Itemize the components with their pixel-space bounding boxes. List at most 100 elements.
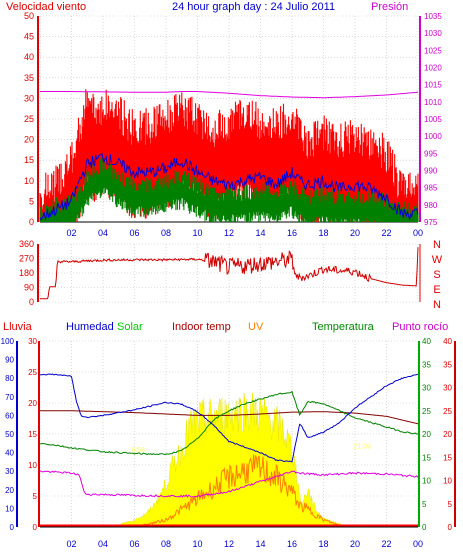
wind-average-series	[39, 157, 419, 222]
x-tick-label: 08	[161, 539, 171, 549]
humidity-tick-label: 70	[5, 393, 14, 402]
dew-point-axis-label: Punto rocío	[392, 321, 448, 333]
dew-tick-label: 25	[443, 407, 452, 416]
x-tick-label: 20	[350, 228, 360, 238]
wind-axis-label: Velocidad viento	[6, 1, 86, 13]
dew-tick-label: 40	[443, 337, 452, 346]
y-tick-label: 35	[24, 73, 34, 83]
solar-series	[40, 392, 418, 528]
y-tick-label: 20	[24, 135, 34, 145]
compass-label: E	[433, 284, 440, 296]
humidity-tick-label: 50	[5, 430, 14, 439]
y-right-tick-label: 1010	[424, 98, 442, 107]
y-right-tick-label: 1035	[424, 12, 442, 21]
rain-tick-label: 10	[28, 461, 37, 470]
pressure-series	[40, 91, 419, 99]
temperature-tick-label: 15	[422, 453, 431, 462]
indoor-temp-label: Indoor temp	[172, 321, 231, 333]
rain-tick-label: 5	[33, 492, 38, 501]
compass-label: W	[432, 254, 443, 266]
x-tick-label: 06	[129, 539, 139, 549]
temperature-series	[39, 390, 419, 456]
y-tick-label: 15	[24, 155, 34, 165]
x-tick-label: 18	[318, 539, 328, 549]
y-right-tick-label: 985	[424, 184, 438, 193]
y-tick-label: 30	[24, 93, 34, 103]
x-tick-label: 22	[381, 539, 391, 549]
uv-label: UV	[248, 321, 264, 333]
x-tick-label: 12	[224, 228, 234, 238]
humidity-tick-label: 80	[5, 374, 14, 383]
humidity-tick-label: 40	[5, 449, 14, 458]
y-right-tick-label: 1025	[424, 46, 442, 55]
direction-tick-label: 270	[19, 254, 34, 264]
dew-point-series	[39, 470, 419, 498]
x-tick-label: 04	[98, 539, 108, 549]
humidity-tick-label: 30	[5, 467, 14, 476]
humidity-tick-label: 100	[1, 337, 15, 346]
temperature-tick-label: 35	[422, 360, 431, 369]
humidity-tick-label: 0	[10, 523, 15, 532]
humidity-axis-label: Humedad	[66, 321, 114, 333]
temperature-tick-label: 30	[422, 384, 431, 393]
sun-time-label: 21:09	[353, 443, 371, 450]
direction-tick-label: 90	[24, 283, 34, 293]
dew-tick-label: 10	[443, 477, 452, 486]
compass-label: S	[433, 269, 440, 281]
y-tick-label: 0	[29, 217, 34, 227]
x-tick-label: 00	[413, 228, 423, 238]
x-tick-label: 20	[350, 539, 360, 549]
y-right-tick-label: 980	[424, 201, 438, 210]
x-tick-label: 10	[192, 228, 202, 238]
wind-pressure-panel: 0510152025303540455097598098599099510001…	[24, 11, 442, 238]
rain-tick-label: 30	[28, 337, 37, 346]
temperature-tick-label: 5	[422, 500, 427, 509]
indoor-temp-series	[40, 410, 419, 425]
rain-tick-label: 20	[28, 399, 37, 408]
x-tick-label: 18	[318, 228, 328, 238]
humidity-tick-label: 10	[5, 504, 14, 513]
compass-label: N	[433, 299, 441, 311]
x-tick-label: 22	[381, 228, 391, 238]
solar-axis-label: Solar	[117, 321, 143, 333]
x-tick-label: 02	[66, 539, 76, 549]
temperature-tick-label: 10	[422, 477, 431, 486]
x-tick-label: 04	[98, 228, 108, 238]
temperature-tick-label: 40	[422, 337, 431, 346]
direction-tick-label: 0	[29, 297, 34, 307]
y-tick-label: 10	[24, 176, 34, 186]
dew-tick-label: 20	[443, 430, 452, 439]
y-right-tick-label: 1030	[424, 29, 442, 38]
rain-tick-label: 15	[28, 430, 37, 439]
chart-title: 24 hour graph day : 24 Julio 2011	[172, 1, 335, 13]
y-right-tick-label: 995	[424, 149, 438, 158]
x-tick-label: 14	[255, 228, 265, 238]
y-right-tick-label: 1000	[424, 132, 442, 141]
y-tick-label: 5	[29, 196, 34, 206]
sun-time-label: 6:56	[131, 447, 145, 454]
dew-tick-label: 30	[443, 384, 452, 393]
y-right-tick-label: 1020	[424, 64, 442, 73]
temperature-tick-label: 0	[422, 523, 427, 532]
x-tick-label: 16	[287, 228, 297, 238]
x-tick-label: 06	[129, 228, 139, 238]
temperature-axis-label: Temperatura	[312, 321, 375, 333]
x-tick-label: 10	[192, 539, 202, 549]
y-right-tick-label: 990	[424, 167, 438, 176]
dew-tick-label: 5	[448, 500, 453, 509]
rain-tick-label: 0	[33, 523, 38, 532]
temperature-tick-label: 25	[422, 407, 431, 416]
wind-direction-series	[40, 247, 419, 300]
humidity-series	[39, 373, 419, 463]
x-tick-label: 02	[66, 228, 76, 238]
direction-tick-label: 360	[19, 239, 34, 249]
y-tick-label: 50	[24, 11, 34, 21]
pressure-axis-label: Presión	[371, 1, 408, 13]
rain-axis-label: Lluvia	[3, 321, 33, 333]
y-tick-label: 25	[24, 114, 34, 124]
dew-tick-label: 35	[443, 360, 452, 369]
y-tick-label: 45	[24, 32, 34, 42]
x-tick-label: 16	[287, 539, 297, 549]
rain-tick-label: 25	[28, 368, 37, 377]
